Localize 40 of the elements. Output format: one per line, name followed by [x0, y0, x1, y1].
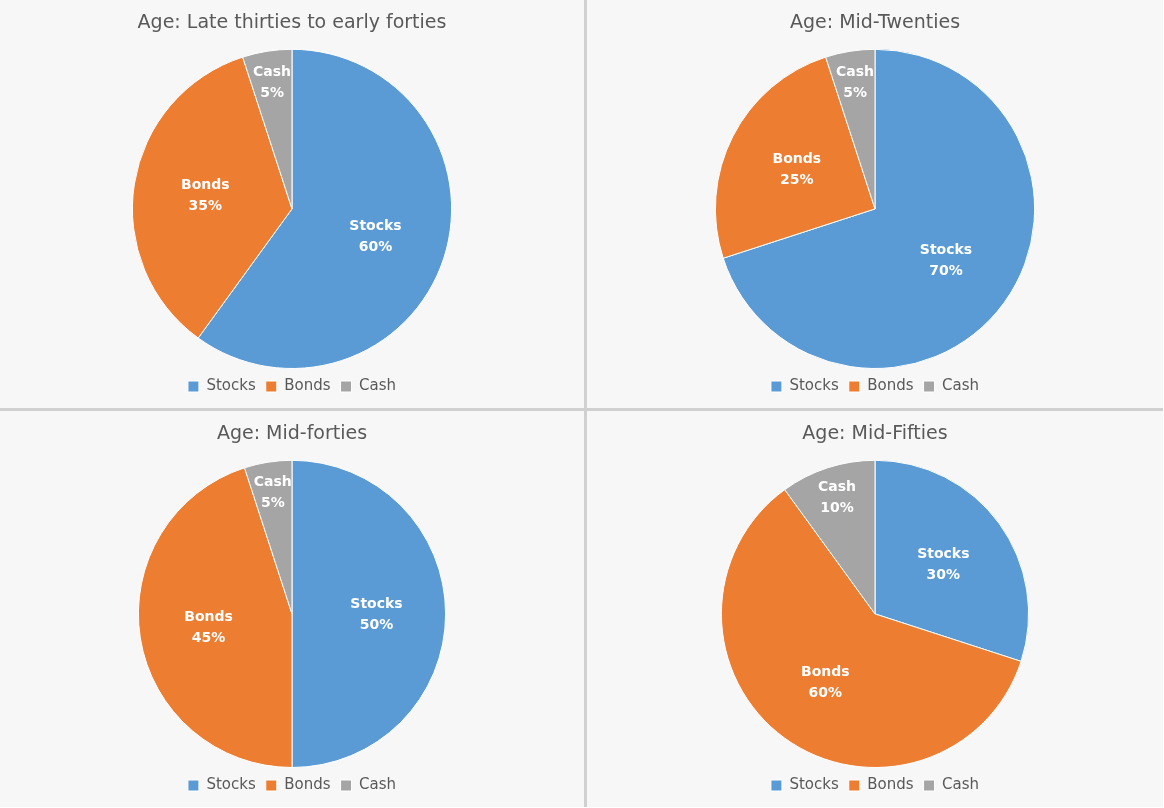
slice-label: Bonds [772, 149, 822, 166]
slice-label: Stocks [919, 241, 973, 258]
data-label: 45% [191, 628, 226, 645]
slice-label: Cash [253, 63, 292, 80]
slice-label: Bonds [801, 662, 850, 679]
slice-label: Bonds [180, 175, 230, 192]
chart-title: Age: Late thirties to early forties [137, 10, 447, 33]
data-label: 10% [820, 498, 854, 515]
data-label: 25% [780, 170, 814, 187]
legend-label: Stocks [789, 775, 839, 794]
slice-label: Cash [836, 63, 875, 80]
data-label: 70% [929, 262, 963, 279]
legend-label: Stocks [789, 376, 839, 395]
data-label: 50% [359, 615, 394, 632]
data-label: 60% [358, 237, 393, 254]
legend-label: Stocks [206, 775, 256, 794]
legend-label: Cash [359, 775, 397, 794]
slice-label: Stocks [350, 594, 403, 611]
data-label: 30% [926, 565, 961, 582]
legend-label: Bonds [284, 376, 331, 395]
slice-label: Bonds [184, 607, 233, 624]
chart-title: Age: Mid-Fifties [802, 421, 948, 444]
chart-title: Age: Mid-Twenties [789, 10, 961, 33]
legend-label: Bonds [284, 775, 331, 794]
data-label: 60% [808, 683, 843, 700]
data-label: 35% [188, 196, 223, 213]
slice-label: Cash [253, 473, 292, 490]
legend-label: Cash [359, 376, 397, 395]
legend-label: Cash [942, 775, 980, 794]
slice-label: Stocks [917, 544, 970, 561]
chart-title: Age: Mid-forties [216, 421, 368, 444]
data-label: 5% [260, 84, 284, 101]
data-label: 5% [260, 494, 285, 511]
legend-label: Cash [942, 376, 980, 395]
legend-label: Bonds [867, 775, 914, 794]
slice-label: Cash [818, 477, 857, 494]
legend-label: Bonds [867, 376, 914, 395]
slice-label: Stocks [349, 216, 402, 233]
legend-label: Stocks [206, 376, 256, 395]
data-label: 5% [843, 84, 867, 101]
